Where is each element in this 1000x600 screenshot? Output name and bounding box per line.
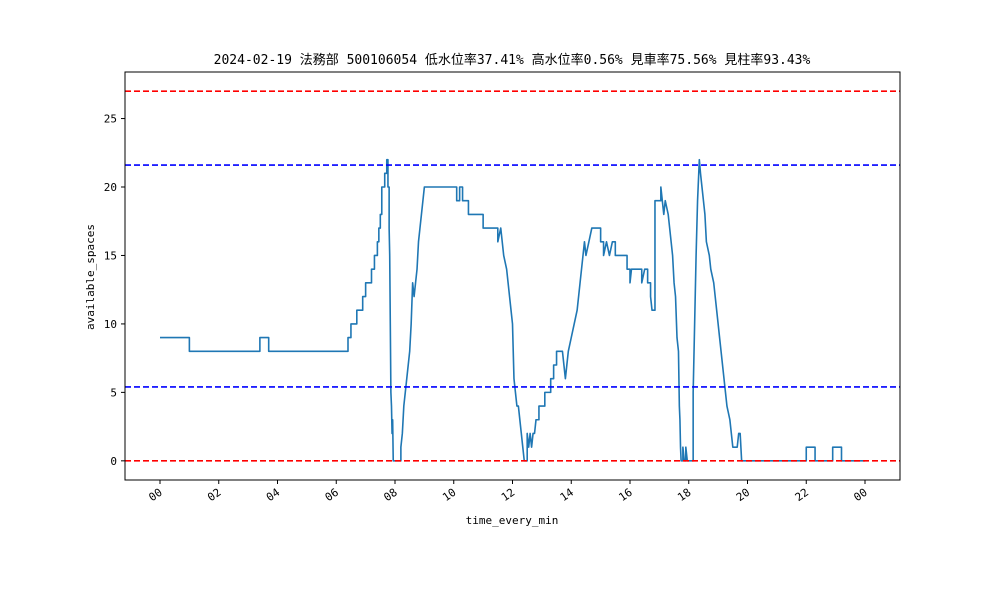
chart-title: 2024-02-19 法務部 500106054 低水位率37.41% 高水位率… [214,52,811,68]
y-tick-label-4: 20 [104,181,117,194]
y-axis-label: available_spaces [84,224,97,330]
x-axis-label: time_every_min [466,514,559,527]
x-tick-label-8: 16 [616,486,634,504]
y-tick-label-1: 5 [110,386,117,399]
x-tick-label-11: 22 [793,486,811,504]
x-tick-label-1: 02 [205,486,223,504]
y-tick-label-5: 25 [104,113,117,126]
y-tick-label-2: 10 [104,318,117,331]
x-tick-label-9: 18 [675,486,693,504]
x-tick-label-0: 00 [146,486,164,504]
y-tick-label-0: 0 [110,455,117,468]
y-tick-label-3: 15 [104,249,117,262]
series-line-0 [160,158,865,462]
x-tick-label-3: 06 [323,486,341,504]
x-tick-label-6: 12 [499,486,517,504]
x-tick-label-10: 20 [734,486,752,504]
x-tick-label-4: 08 [381,486,399,504]
x-tick-label-12: 00 [851,486,869,504]
x-tick-label-5: 10 [440,486,458,504]
